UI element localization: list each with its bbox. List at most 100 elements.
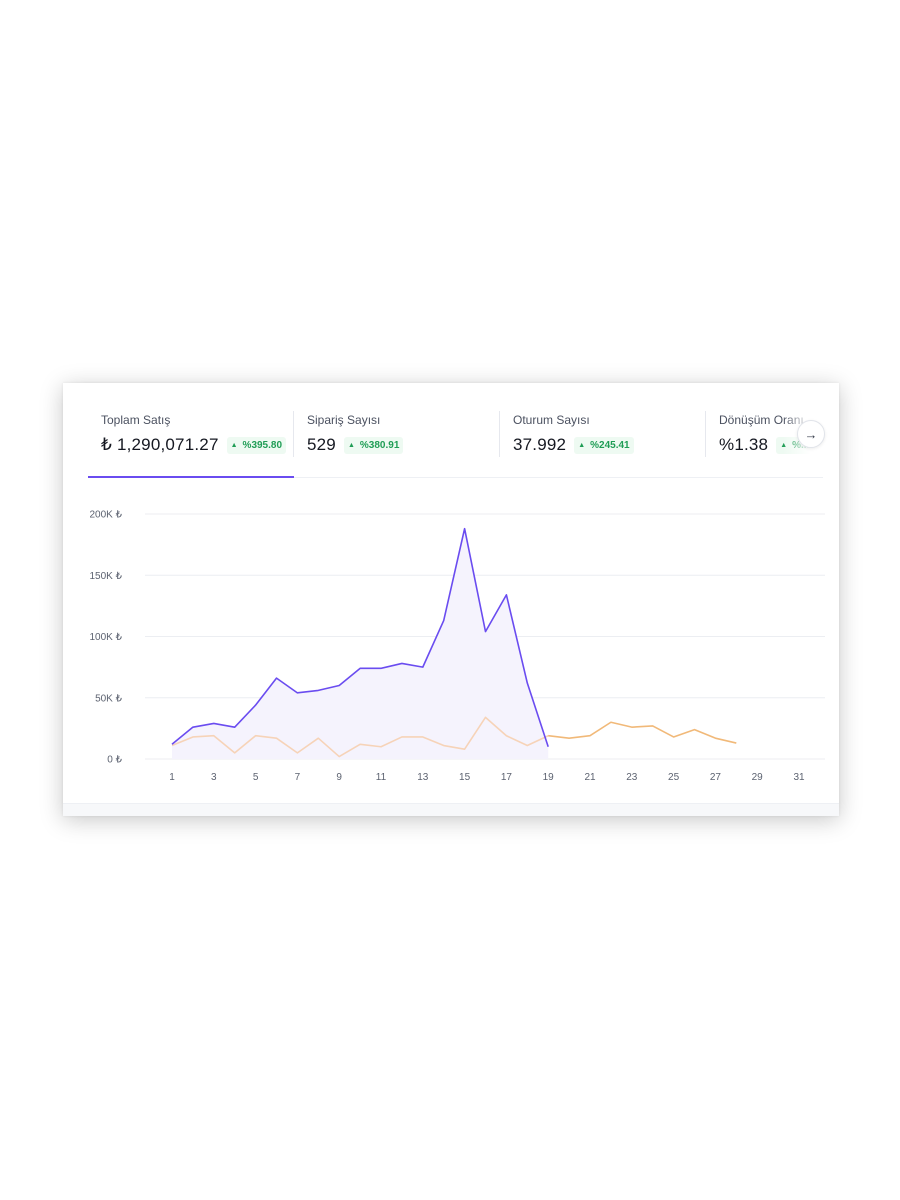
x-tick-label: 17 — [501, 772, 513, 783]
divider — [499, 411, 500, 457]
current-point — [191, 725, 195, 729]
x-tick-label: 11 — [376, 772, 387, 783]
y-tick-label: 200K ₺ — [90, 510, 123, 521]
x-tick-label: 21 — [584, 772, 596, 783]
x-tick-label: 31 — [793, 772, 805, 783]
divider — [705, 411, 706, 457]
previous-point — [421, 735, 425, 739]
trend-up-icon: ▲ — [578, 441, 586, 449]
previous-point — [316, 736, 320, 740]
x-tick-label: 23 — [626, 772, 638, 783]
metric-label: Oturum Sayısı — [513, 413, 590, 427]
x-tick-label: 9 — [336, 772, 342, 783]
trend-up-icon: ▲ — [347, 441, 355, 449]
current-point — [525, 681, 529, 685]
previous-point — [525, 744, 529, 748]
previous-point — [254, 734, 258, 738]
previous-point — [358, 742, 362, 746]
next-metrics-button[interactable]: → — [797, 420, 825, 448]
previous-period-line — [171, 716, 549, 758]
previous-point — [734, 741, 738, 745]
metric-value: %1.38 — [719, 435, 769, 454]
change-badge: ▲ %380.91 — [343, 436, 404, 454]
arrow-right-icon: → — [804, 426, 818, 442]
previous-point — [567, 736, 571, 740]
active-tab-indicator — [88, 476, 294, 478]
change-value: %380.91 — [359, 439, 400, 451]
x-tick-label: 3 — [211, 772, 217, 783]
previous-point — [337, 755, 341, 759]
x-tick-label: 1 — [169, 772, 175, 783]
previous-period-line-remaining — [548, 721, 737, 744]
metric-tab-session-count[interactable]: Oturum Sayısı 37.992 ▲ %245.41 — [500, 383, 706, 478]
previous-point — [693, 728, 697, 732]
current-point — [295, 691, 299, 695]
current-point — [421, 665, 425, 669]
previous-point — [713, 736, 717, 740]
current-point — [442, 619, 446, 623]
metric-tab-order-count[interactable]: Sipariş Sayısı 529 ▲ %380.91 — [294, 383, 500, 478]
card-footer — [63, 803, 839, 816]
current-point — [358, 666, 362, 670]
current-point — [275, 676, 279, 680]
previous-point — [442, 744, 446, 748]
trend-up-icon: ▲ — [230, 441, 238, 449]
x-tick-label: 27 — [710, 772, 722, 783]
current-point — [484, 630, 488, 634]
previous-point — [588, 734, 592, 738]
previous-point — [275, 736, 279, 740]
previous-point — [504, 734, 508, 738]
current-series-area — [172, 528, 549, 759]
metric-label: Dönüşüm Oranı — [719, 413, 804, 427]
previous-point — [630, 725, 634, 729]
previous-point — [191, 735, 195, 739]
y-tick-label: 50K ₺ — [95, 693, 123, 704]
previous-point — [651, 724, 655, 728]
previous-point — [212, 734, 216, 738]
previous-point — [295, 751, 299, 755]
metric-tabs: Toplam Satış ₺ 1,290,071.27 ▲ %395.80 Sip… — [88, 383, 823, 478]
x-tick-label: 15 — [459, 772, 471, 783]
metric-value: 37.992 — [513, 435, 567, 454]
y-tick-label: 150K ₺ — [90, 571, 123, 582]
current-point — [546, 745, 550, 749]
x-tick-label: 19 — [543, 772, 555, 783]
current-point — [337, 684, 341, 688]
change-value: %245.41 — [590, 439, 630, 451]
current-point — [400, 661, 404, 665]
y-tick-label: 0 ₺ — [107, 755, 122, 766]
previous-point — [546, 734, 550, 738]
change-badge: ▲ %245.41 — [574, 436, 634, 454]
current-point — [316, 688, 320, 692]
previous-point — [379, 745, 383, 749]
previous-point — [170, 744, 174, 748]
x-tick-label: 25 — [668, 772, 680, 783]
previous-point — [233, 751, 237, 755]
current-period-line — [171, 527, 549, 747]
current-point — [212, 721, 216, 725]
change-badge: ▲ %395.80 — [226, 436, 287, 454]
previous-point — [400, 735, 404, 739]
x-tick-label: 29 — [752, 772, 764, 783]
divider — [293, 411, 294, 457]
current-point — [254, 703, 258, 707]
current-point — [504, 593, 508, 597]
metric-label: Sipariş Sayısı — [307, 413, 381, 427]
sales-line-chart: 0 ₺50K ₺100K ₺150K ₺200K ₺1 3 5 7 9 11 13 15 17 1… — [90, 510, 825, 783]
change-value: %395.80 — [242, 439, 283, 451]
metric-label: Toplam Satış — [101, 413, 171, 427]
current-point — [463, 527, 467, 531]
current-point — [233, 725, 237, 729]
metric-value: ₺ 1,290,071.27 — [101, 435, 219, 454]
sales-overview-card: Toplam Satış ₺ 1,290,071.27 ▲ %395.80 Sip… — [63, 383, 839, 816]
metric-tab-total-sales[interactable]: Toplam Satış ₺ 1,290,071.27 ▲ %395.80 — [88, 383, 294, 478]
x-tick-label: 5 — [253, 772, 259, 783]
previous-point — [609, 720, 613, 724]
metric-value: 529 — [307, 435, 336, 454]
previous-point — [463, 747, 467, 751]
x-tick-label: 13 — [417, 772, 429, 783]
x-tick-label: 7 — [295, 772, 301, 783]
current-point — [379, 666, 383, 670]
y-tick-label: 100K ₺ — [90, 632, 123, 643]
previous-point — [672, 735, 676, 739]
